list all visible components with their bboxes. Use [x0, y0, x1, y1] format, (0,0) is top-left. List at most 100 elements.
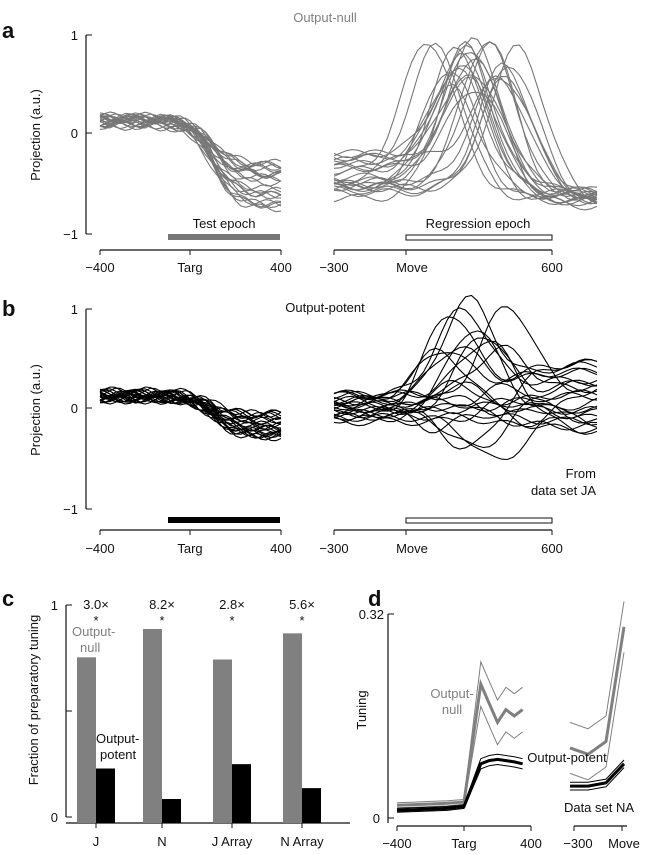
bar-output-potent [162, 799, 181, 823]
panel-b-ytick-label-neg1: −1 [63, 502, 78, 517]
panel-a-xtick-label: −300 [319, 260, 348, 275]
tuning-curve-output-null [396, 678, 524, 807]
panel-b: b Output-potent Projection (a.u.) 1 0 −1… [2, 294, 598, 556]
panel-b-title: Output-potent [285, 300, 365, 315]
trace-right [333, 347, 598, 415]
panel-b-xtick-label: 600 [541, 541, 563, 556]
category-label: N [157, 834, 166, 849]
panel-d-ytick-label-top: 0.32 [359, 607, 384, 622]
panel-b-note-line2: data set JA [531, 483, 596, 498]
panel-d-dataset-label: Data set NA [564, 800, 634, 815]
panel-d: d Tuning 0.32 0 Output- null Output-pote… [354, 586, 640, 851]
trace-left [99, 116, 282, 166]
panel-d-potent-label: Output-potent [527, 750, 607, 765]
trace-right [333, 397, 598, 427]
ratio-label: 8.2× [149, 597, 175, 612]
tuning-curve-output-potent [396, 763, 523, 813]
bar-output-potent [96, 768, 115, 823]
trace-right [333, 316, 598, 421]
bar-output-null [213, 659, 232, 823]
panel-b-xtick-label: −300 [319, 541, 348, 556]
trace-left [99, 119, 282, 199]
trace-right [333, 306, 598, 406]
panel-b-ylabel: Projection (a.u.) [28, 364, 43, 456]
panel-a-title: Output-null [293, 10, 357, 25]
panel-c-potent-label-line1: Output- [96, 731, 139, 746]
panel-c-letter: c [2, 586, 14, 611]
panel-b-xtick-label: 400 [270, 541, 292, 556]
panel-b-letter: b [2, 296, 15, 321]
panel-b-traces-left [99, 386, 282, 442]
trace-right [333, 381, 598, 424]
panel-a-ytick-label-neg1: −1 [63, 227, 78, 242]
trace-right [333, 62, 598, 199]
panel-d-xtick-label: −300 [563, 836, 592, 851]
bar-output-null [143, 628, 162, 823]
panel-a: a Output-null Projection (a.u.) 1 0 −1 T… [2, 10, 598, 275]
trace-left [99, 394, 282, 441]
panel-b-ytick-label-1: 1 [71, 302, 78, 317]
significance-star: * [93, 613, 98, 628]
panel-b-note-line1: From [566, 466, 596, 481]
panel-a-test-epoch-bar [168, 234, 280, 240]
bar-output-potent [302, 788, 321, 823]
category-label: J [93, 834, 100, 849]
trace-right [333, 337, 598, 419]
trace-right [333, 379, 598, 449]
tuning-curve-output-potent [396, 757, 523, 812]
significance-star: * [229, 613, 234, 628]
panel-d-xtick-label: Targ [451, 836, 476, 851]
panel-d-xtick-label: Move [608, 836, 640, 851]
panel-c-ytick-label-1: 1 [51, 598, 58, 613]
trace-left [99, 115, 282, 169]
panel-b-test-epoch-bar [168, 517, 280, 523]
trace-right [333, 395, 598, 434]
tuning-curve-right-output-potent [570, 767, 625, 791]
trace-right [333, 344, 598, 399]
tuning-curve-right-output-null [569, 626, 626, 756]
panel-a-letter: a [2, 18, 15, 43]
panel-a-xtick-label: −400 [85, 260, 114, 275]
panel-a-regression-epoch-label: Regression epoch [426, 216, 531, 231]
trace-right [333, 75, 598, 197]
trace-left [99, 392, 282, 433]
panel-b-xtick-label: Move [396, 541, 428, 556]
trace-right [333, 58, 598, 197]
panel-a-ytick-label-1: 1 [71, 28, 78, 43]
trace-right [333, 77, 598, 193]
panel-c-ylabel: Fraction of preparatory tuning [26, 615, 41, 786]
panel-d-curves [396, 601, 626, 813]
trace-right [333, 358, 598, 450]
trace-right [333, 41, 598, 205]
trace-left [99, 395, 282, 426]
panel-d-null-label-line1: Output- [430, 686, 473, 701]
trace-left [99, 390, 282, 439]
tuning-curve-right-output-null [569, 601, 625, 730]
category-label: J Array [212, 834, 253, 849]
trace-left [99, 123, 282, 179]
trace-right [333, 67, 598, 197]
tuning-curve-output-potent [396, 753, 523, 809]
trace-left [99, 390, 282, 433]
panel-b-ytick-label-0: 0 [71, 401, 78, 416]
trace-right [333, 76, 598, 204]
trace-left [99, 394, 282, 435]
tuning-curve-right-output-potent [570, 759, 625, 783]
panel-a-ylabel: Projection (a.u.) [28, 89, 43, 181]
panel-b-regression-epoch-bar [405, 517, 553, 524]
trace-right [333, 74, 598, 199]
panel-c: c Fraction of preparatory tuning 1 0 3.0… [2, 586, 350, 849]
panel-d-ylabel: Tuning [354, 690, 369, 729]
panel-a-test-epoch-label: Test epoch [193, 216, 256, 231]
ratio-label: 3.0× [83, 597, 109, 612]
panel-b-traces-right [333, 294, 598, 461]
panel-a-xtick-label: 600 [541, 260, 563, 275]
trace-left [99, 116, 282, 208]
panel-b-xtick-label: Targ [177, 541, 202, 556]
panel-d-letter: d [368, 586, 381, 611]
significance-star: * [159, 613, 164, 628]
tuning-curve-output-null [396, 704, 523, 809]
panel-d-ytick-label-bot: 0 [373, 811, 380, 826]
